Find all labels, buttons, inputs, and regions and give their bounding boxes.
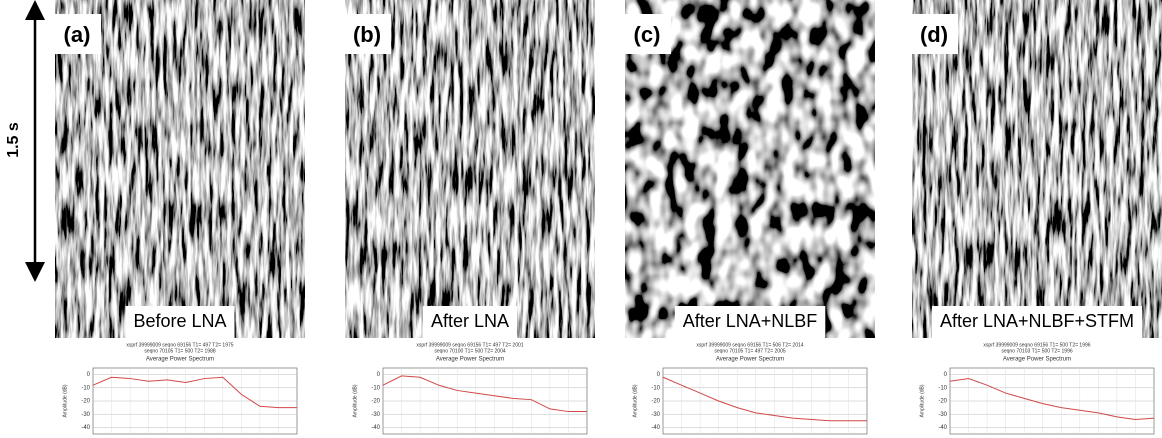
axis-label: 1.5 s xyxy=(5,122,22,158)
spectrum-header: xsprf 39999009 seqno 69156 T1= 497 T2= 1… xyxy=(126,342,233,348)
spectrum-header: seqno 70105 T1= 500 T2= 1988 xyxy=(144,348,215,354)
spectrum-header: seqno 70105 T1= 497 T2= 2005 xyxy=(714,348,785,354)
spectrum-line xyxy=(92,376,297,409)
y-tick-label: -20 xyxy=(938,399,947,405)
y-tick-label: 0 xyxy=(377,372,381,378)
caption: After LNA+NLBF+STFM xyxy=(940,311,1134,331)
panel-label: (b) xyxy=(353,22,381,47)
y-axis-label: Amplitude (dB) xyxy=(352,384,358,417)
spectrum-title: Average Power Spectrum xyxy=(716,357,784,363)
y-tick-label: 0 xyxy=(944,372,948,378)
label-box xyxy=(53,14,101,54)
caption-box xyxy=(125,306,235,338)
y-tick-label: -20 xyxy=(371,399,380,405)
label-box xyxy=(343,14,391,54)
y-axis-label: Amplitude (dB) xyxy=(919,384,925,417)
caption-box xyxy=(931,306,1143,338)
y-tick-label: -30 xyxy=(371,412,380,418)
caption: After LNA xyxy=(431,311,509,331)
spectrum-line xyxy=(949,378,1155,420)
y-tick-label: -10 xyxy=(938,385,947,391)
panel-label: (a) xyxy=(64,22,91,47)
y-tick-label: -30 xyxy=(81,412,90,418)
spectrum-header: xsprf 39999009 seqno 69156 T1= 497 T2= 2… xyxy=(416,342,523,348)
spectrum-title: Average Power Spectrum xyxy=(146,357,214,363)
label-box xyxy=(623,14,671,54)
spectrum-line xyxy=(662,376,867,422)
spectrum-header: seqno 70100 T1= 500 T2= 2004 xyxy=(434,348,505,354)
y-axis-label: Amplitude (dB) xyxy=(632,384,638,417)
spectrum-header: seqno 70103 T1= 500 T2= 1996 xyxy=(1001,348,1072,354)
y-tick-label: 0 xyxy=(87,372,91,378)
panel-label: (d) xyxy=(920,22,948,47)
y-tick-label: 0 xyxy=(657,372,661,378)
y-tick-label: -20 xyxy=(81,399,90,405)
label-box xyxy=(910,14,958,54)
y-tick-label: -30 xyxy=(938,412,947,418)
y-tick-label: -40 xyxy=(81,425,90,431)
spectrum-line xyxy=(382,375,587,413)
seismic-image xyxy=(912,0,1162,338)
y-tick-label: -10 xyxy=(651,385,660,391)
caption: Before LNA xyxy=(133,311,226,331)
y-tick-label: -30 xyxy=(651,412,660,418)
y-tick-label: -40 xyxy=(651,425,660,431)
spectrum-header: xsprf 39999009 seqno 69156 T1= 506 T2= 2… xyxy=(696,342,803,348)
y-tick-label: -10 xyxy=(81,385,90,391)
caption: After LNA+NLBF xyxy=(683,311,818,331)
y-tick-label: -20 xyxy=(651,399,660,405)
caption-box xyxy=(674,306,826,338)
seismic-image xyxy=(345,0,595,338)
caption-box xyxy=(422,306,518,338)
spectrum-header: xsprf 39999009 seqno 69156 T1= 500 T2= 1… xyxy=(983,342,1090,348)
y-axis-label: Amplitude (dB) xyxy=(62,384,68,417)
panel-label: (c) xyxy=(634,22,661,47)
spectrum-title: Average Power Spectrum xyxy=(436,357,504,363)
y-tick-label: -40 xyxy=(938,425,947,431)
seismic-image xyxy=(625,0,875,338)
y-tick-label: -40 xyxy=(371,425,380,431)
spectrum-title: Average Power Spectrum xyxy=(1003,357,1071,363)
y-tick-label: -10 xyxy=(371,385,380,391)
seismic-image xyxy=(55,0,305,338)
